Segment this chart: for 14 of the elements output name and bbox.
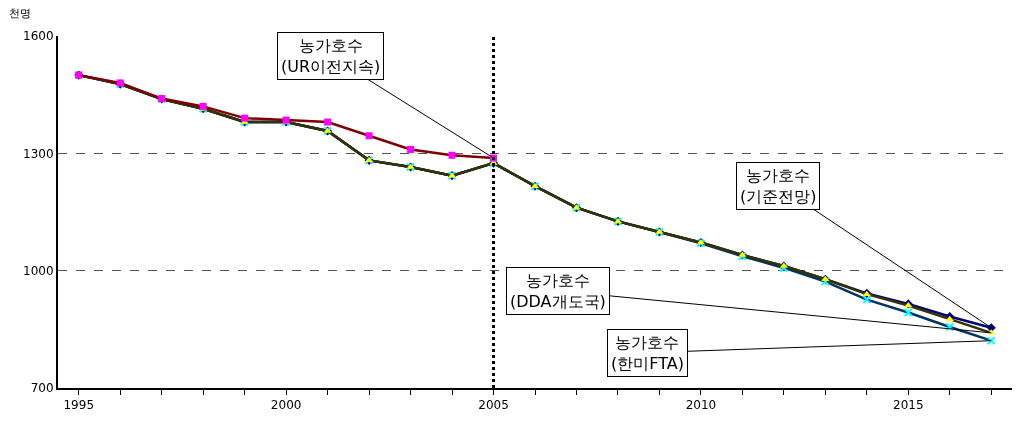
text: 농가호수 (한미FTA) <box>611 333 684 373</box>
x-tick-label: 2000 <box>270 398 302 413</box>
y-tick-label: 1300 <box>23 146 54 161</box>
text: 농가호수 (UR이전지속) <box>281 36 381 76</box>
y-tick-label: 1000 <box>23 263 54 278</box>
x-tick-label: 1995 <box>63 398 95 413</box>
x-tick-label: 2010 <box>685 398 717 413</box>
text: 농가호수 (DDA개도국) <box>510 271 606 311</box>
y-axis-title: 천명 <box>9 7 31 20</box>
x-tick-label: 2015 <box>893 398 924 413</box>
x-tick-label: 2005 <box>478 398 509 413</box>
y-tick-label: 700 <box>30 381 54 396</box>
y-tick-label: 1600 <box>23 29 54 44</box>
text: 농가호수 (기준전망) <box>740 166 817 206</box>
